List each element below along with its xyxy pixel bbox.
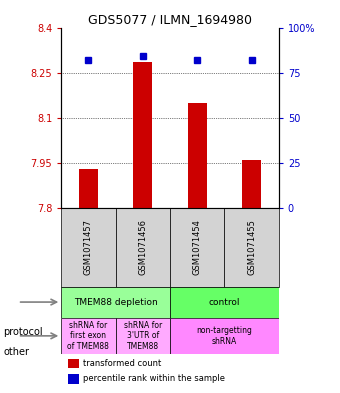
Bar (68, 359, 79, 368)
Bar (242, 160, 261, 208)
Text: non-targetting
shRNA: non-targetting shRNA (197, 326, 252, 345)
Bar (68, 374, 79, 384)
Text: control: control (209, 298, 240, 307)
Text: other: other (3, 347, 29, 357)
FancyBboxPatch shape (61, 208, 116, 286)
FancyBboxPatch shape (61, 318, 116, 354)
FancyBboxPatch shape (170, 208, 224, 286)
Text: TMEM88 depletion: TMEM88 depletion (74, 298, 157, 307)
Text: protocol: protocol (3, 327, 43, 337)
Bar (188, 103, 207, 208)
Bar (133, 62, 152, 208)
Title: GDS5077 / ILMN_1694980: GDS5077 / ILMN_1694980 (88, 13, 252, 26)
Text: GSM1071455: GSM1071455 (247, 219, 256, 275)
Text: GSM1071454: GSM1071454 (193, 219, 202, 275)
Text: GSM1071456: GSM1071456 (138, 219, 147, 275)
FancyBboxPatch shape (116, 318, 170, 354)
Text: percentile rank within the sample: percentile rank within the sample (83, 375, 225, 384)
Text: transformed count: transformed count (83, 359, 161, 368)
Text: GSM1071457: GSM1071457 (84, 219, 93, 275)
Bar (79, 169, 98, 208)
FancyBboxPatch shape (170, 286, 279, 318)
FancyBboxPatch shape (224, 208, 279, 286)
FancyBboxPatch shape (170, 318, 279, 354)
Text: shRNA for
3'UTR of
TMEM88: shRNA for 3'UTR of TMEM88 (124, 321, 162, 351)
FancyBboxPatch shape (116, 208, 170, 286)
Text: shRNA for
first exon
of TMEM88: shRNA for first exon of TMEM88 (67, 321, 109, 351)
FancyBboxPatch shape (61, 286, 170, 318)
